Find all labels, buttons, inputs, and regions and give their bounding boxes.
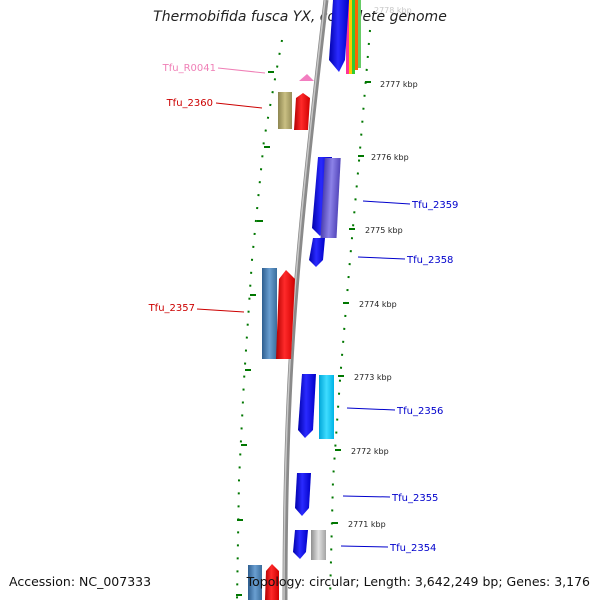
- gene-body-tfu-2355: [295, 473, 311, 516]
- top-blue-gene-arrow: [329, 0, 349, 72]
- gene-body-tfu-2358: [309, 238, 325, 267]
- gene-label-tfu-2354[interactable]: Tfu_2354: [389, 543, 436, 554]
- right-guide-line: [329, 29, 371, 600]
- rna-gene-arrow: [299, 74, 314, 81]
- genome-backbone: [282, 0, 329, 600]
- accession-text: Accession: NC_007333: [9, 574, 152, 589]
- gene-label-tfu-2357[interactable]: Tfu_2357: [148, 303, 195, 314]
- label-leader-lines: [196, 67, 411, 548]
- tick-label-2773: 2773 kbp: [354, 373, 392, 382]
- gene-label-tfu-2355[interactable]: Tfu_2355: [391, 493, 438, 504]
- gene-body-bottom-steel: [248, 565, 262, 600]
- tick-label-2775: 2775 kbp: [365, 226, 403, 235]
- gene-body-tfu-2354-b: [311, 530, 326, 560]
- map-title: Thermobifida fusca YX, complete genome: [153, 9, 447, 25]
- gene-label-tfu-r0041[interactable]: Tfu_R0041: [162, 63, 216, 74]
- tick-labels: 2778 kbp 2777 kbp 2776 kbp 2775 kbp 2774…: [348, 6, 418, 529]
- gene-body-tfu-2360: [294, 93, 310, 130]
- gene-labels: Tfu_R0041 Tfu_2360 Tfu_2359 Tfu_2358 Tfu…: [148, 63, 459, 554]
- tick-label-2776: 2776 kbp: [371, 153, 409, 162]
- gene-label-tfu-2356[interactable]: Tfu_2356: [396, 406, 443, 417]
- tick-marks: [332, 81, 371, 524]
- gene-label-tfu-2358[interactable]: Tfu_2358: [406, 255, 453, 266]
- tick-label-2777: 2777 kbp: [380, 80, 418, 89]
- gene-body-khaki: [278, 92, 292, 129]
- gene-body-bottom-red: [265, 564, 279, 600]
- gene-label-tfu-2360[interactable]: Tfu_2360: [166, 98, 213, 109]
- gene-body-tfu-2356-a: [298, 374, 316, 438]
- tick-label-2771: 2771 kbp: [348, 520, 386, 529]
- left-dash-marks: [236, 71, 274, 596]
- top-feature-strips: [346, 0, 361, 74]
- tick-label-2772: 2772 kbp: [351, 447, 389, 456]
- gene-label-tfu-2359[interactable]: Tfu_2359: [411, 200, 458, 211]
- gene-body-tfu-2357: [276, 270, 295, 359]
- tick-label-2774: 2774 kbp: [359, 300, 397, 309]
- gene-body-steel: [262, 268, 277, 359]
- gene-body-tfu-2354-a: [293, 530, 308, 559]
- gene-body-tfu-2359-b: [320, 158, 341, 238]
- topology-text: Topology: circular; Length: 3,642,249 bp…: [246, 574, 590, 589]
- gene-body-tfu-2356-b: [319, 375, 334, 439]
- tick-label-2778: 2778 kbp: [374, 6, 412, 15]
